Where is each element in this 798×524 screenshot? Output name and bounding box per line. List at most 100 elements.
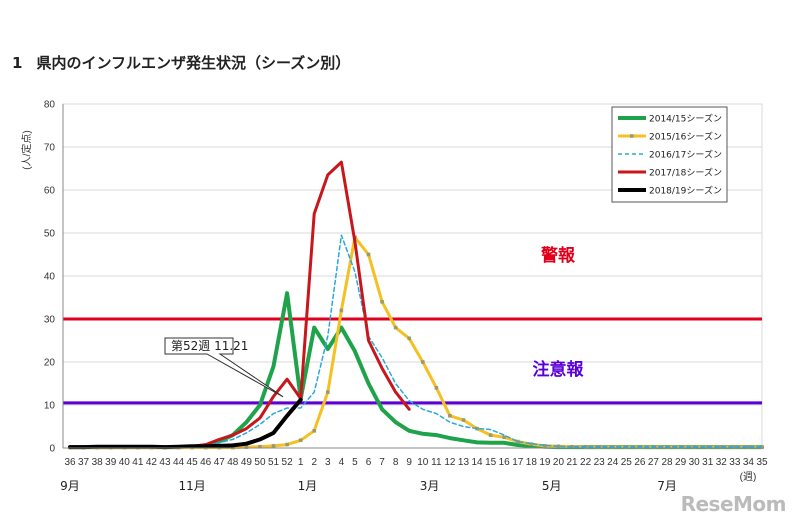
x-tick-label: 48: [227, 457, 239, 468]
x-tick-label: 22: [580, 457, 592, 468]
legend-box: [611, 106, 728, 203]
y-tick-label: 30: [44, 315, 56, 326]
x-tick-label: 20: [553, 457, 565, 468]
x-tick-label: 43: [159, 457, 171, 468]
legend-label: 2014/15シーズン: [649, 113, 722, 125]
x-tick-label: 5: [352, 457, 358, 468]
x-tick-label: 47: [214, 457, 226, 468]
x-tick-label: 9: [406, 457, 412, 468]
x-tick-label: 12: [444, 457, 456, 468]
x-tick-label: 19: [539, 457, 551, 468]
x-tick-label: 29: [675, 457, 687, 468]
y-tick-label: 40: [44, 272, 56, 283]
x-tick-label: 8: [393, 457, 399, 468]
chart-legend: 2014/15シーズン 2015/16シーズン 2016/17シーズン 2017/18…: [611, 106, 728, 203]
series-marker-1: [543, 444, 547, 448]
x-tick-label: 18: [526, 457, 538, 468]
x-tick-label: 27: [648, 457, 660, 468]
month-label: 3月: [420, 479, 440, 493]
series-marker-1: [515, 439, 520, 444]
x-tick-label: 45: [187, 457, 199, 468]
x-tick-label: 13: [458, 457, 470, 468]
series-marker-1: [407, 336, 412, 341]
x-tick-label: 38: [92, 457, 104, 468]
x-tick-label: 15: [485, 457, 497, 468]
x-tick-label: 49: [241, 457, 253, 468]
y-tick-label: 10: [44, 401, 56, 412]
x-tick-label: 28: [661, 457, 673, 468]
series-marker-1: [434, 386, 439, 390]
series-line-0: [68, 291, 764, 450]
x-tick-label: 50: [254, 457, 266, 468]
x-tick-label: 42: [146, 457, 158, 468]
series-marker-1: [488, 433, 493, 437]
month-label: 7月: [657, 479, 677, 493]
x-tick-label: 52: [282, 457, 294, 468]
x-tick-label: 40: [119, 457, 131, 468]
x-tick-label: 25: [621, 457, 633, 468]
x-tick-label: 32: [716, 457, 728, 468]
title-number: 1: [12, 54, 23, 72]
x-axis-label: (週): [740, 471, 757, 483]
legend-label: 2016/17シーズン: [649, 149, 722, 161]
month-label: 9月: [60, 479, 80, 493]
series-marker-1: [448, 413, 452, 418]
series-marker-1: [760, 445, 764, 449]
x-tick-label: 3: [325, 457, 331, 468]
threshold-label: 警報: [540, 245, 576, 266]
x-tick-label: 21: [566, 457, 578, 468]
x-tick-label: 37: [78, 457, 90, 468]
x-tick-label: 41: [132, 457, 144, 468]
series-marker-1: [461, 418, 466, 422]
series-marker-1: [244, 445, 249, 449]
y-axis-label: (人/定点): [20, 130, 33, 169]
x-tick-label: 44: [173, 457, 185, 468]
threshold-label: 注意報: [533, 359, 585, 380]
month-label: 1月: [298, 479, 318, 493]
x-tick-label: 26: [634, 457, 646, 468]
series-marker-1: [285, 442, 289, 447]
series-marker-1: [366, 252, 371, 257]
series-marker-1: [502, 435, 506, 440]
x-tick-label: 4: [339, 457, 345, 468]
series-marker-1: [529, 442, 534, 446]
series-marker-1: [298, 438, 303, 443]
y-tick-label: 0: [49, 444, 55, 455]
x-tick-label: 31: [702, 457, 714, 468]
x-tick-label: 33: [729, 457, 741, 468]
series-marker-1: [393, 325, 398, 330]
y-tick-label: 70: [44, 143, 56, 154]
x-tick-label: 1: [298, 457, 304, 468]
y-tick-label: 50: [44, 229, 56, 240]
x-tick-label: 7: [379, 457, 385, 468]
month-label: 5月: [542, 479, 562, 493]
y-tick-label: 80: [44, 100, 56, 111]
series-marker-1: [339, 308, 344, 313]
x-tick-label: 46: [200, 457, 212, 468]
x-tick-label: 14: [471, 457, 483, 468]
series-marker-1: [312, 429, 317, 433]
x-tick-label: 6: [366, 457, 372, 468]
y-tick-label: 60: [44, 186, 56, 197]
series-marker-1: [380, 300, 384, 304]
series-marker-1: [271, 444, 276, 448]
x-tick-label: 34: [743, 457, 755, 468]
title-text: 県内のインフルエンザ発生状況（シーズン別）: [36, 54, 351, 72]
legend-label: 2015/16シーズン: [649, 131, 722, 143]
x-tick-label: 36: [64, 457, 76, 468]
page-title: 1 県内のインフルエンザ発生状況（シーズン別）: [12, 52, 350, 73]
x-tick-label: 2: [311, 457, 317, 468]
x-tick-label: 10: [417, 457, 429, 468]
series-marker-1: [746, 445, 751, 449]
series-marker-1: [420, 360, 425, 364]
threshold-lines: [63, 317, 762, 405]
resemom-watermark: ReseMom: [680, 492, 787, 516]
x-tick-label: 23: [594, 457, 606, 468]
legend-label: 2018/19シーズン: [649, 185, 722, 197]
legend-label: 2017/18シーズン: [649, 167, 722, 179]
x-tick-label: 39: [105, 457, 117, 468]
annotation-text: 第52週 11.21: [171, 339, 248, 353]
